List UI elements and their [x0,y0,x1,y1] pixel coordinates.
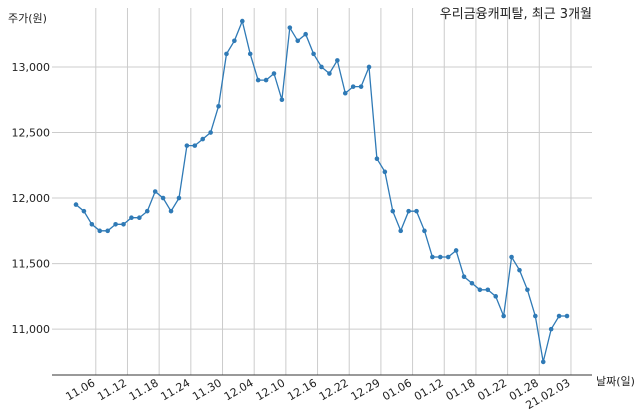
data-point [113,221,118,227]
chart-title: 우리금융캐피탈, 최근 3개월 [440,7,592,22]
data-point [485,287,491,293]
data-point [192,143,198,148]
data-point [137,215,142,221]
data-point [129,215,134,221]
x-tick-label: 11.06 [64,376,98,403]
data-point [525,287,530,293]
data-point [152,189,158,194]
data-point [358,84,364,89]
data-point [327,71,332,76]
data-point [271,71,277,76]
data-point [81,208,87,214]
data-point [564,313,570,319]
y-axis-label: 주가(원) [8,12,47,25]
x-tick-label: 01.22 [475,376,509,403]
x-axis-ticks: 11.0611.1211.1811.2411.3012.0412.1012.16… [64,376,573,412]
y-tick-label: 12,500 [12,127,51,140]
data-point [200,136,206,142]
x-tick-label: 01.12 [412,376,446,403]
data-point [501,313,506,319]
data-point [374,156,380,162]
data-point [422,228,427,234]
data-point [382,169,388,175]
x-tick-label: 12.16 [285,376,319,403]
data-point [295,38,301,44]
y-tick-label: 11,500 [12,258,51,271]
x-tick-label: 12.22 [317,376,351,403]
x-tick-label: 11.24 [159,376,193,403]
data-point [453,248,459,253]
data-point [247,51,253,57]
x-tick-label: 01.18 [444,376,478,403]
data-point [208,130,213,135]
data-point [469,280,475,286]
x-tick-label: 11.18 [127,376,161,403]
data-point [89,221,95,227]
data-point [342,90,348,96]
data-point [311,51,316,57]
data-point [97,228,103,234]
y-tick-label: 12,000 [12,192,51,205]
data-point [414,208,419,214]
data-point [533,313,538,319]
data-point [493,294,499,299]
data-point [105,228,110,234]
data-point [216,104,221,109]
data-point [144,208,150,214]
data-point [335,58,340,63]
y-axis-ticks: 11,000 11,500 12,000 12,500 13,000 [12,61,51,336]
y-tick-label: 13,000 [12,61,51,74]
data-point [556,313,562,319]
data-point [430,254,435,260]
x-tick-label: 11.30 [190,376,224,403]
x-axis-label: 날짜(일) [596,374,635,388]
data-point [279,97,285,103]
data-point [287,25,293,30]
data-point [73,202,79,207]
data-point [160,195,166,201]
data-point [517,267,522,273]
data-point [263,77,269,83]
data-point [390,208,396,214]
data-point [540,359,546,365]
data-point [437,254,443,260]
series-group [73,18,570,365]
data-point [176,195,182,201]
data-point [184,143,190,148]
data-point [548,326,554,332]
data-point [224,51,229,57]
x-tick-label: 11.12 [95,376,129,403]
data-point [445,254,451,260]
data-point [366,64,372,70]
data-point [240,18,245,24]
data-point [398,228,403,234]
x-tick-label: 12.10 [254,376,288,403]
data-point [509,254,514,260]
data-point [255,77,261,83]
data-point [461,274,467,279]
x-tick-label: 12.29 [349,376,383,403]
x-tick-label: 12.04 [222,376,256,403]
y-tick-label: 11,000 [12,323,51,336]
data-point [121,221,126,227]
data-point [232,38,237,44]
data-point [406,208,411,214]
data-point [319,64,324,70]
x-tick-label: 01.06 [380,376,414,403]
grid [52,8,592,375]
data-point [168,208,174,214]
data-point [477,287,483,293]
data-point [350,84,356,89]
series-line [75,18,567,363]
data-point [303,31,308,37]
